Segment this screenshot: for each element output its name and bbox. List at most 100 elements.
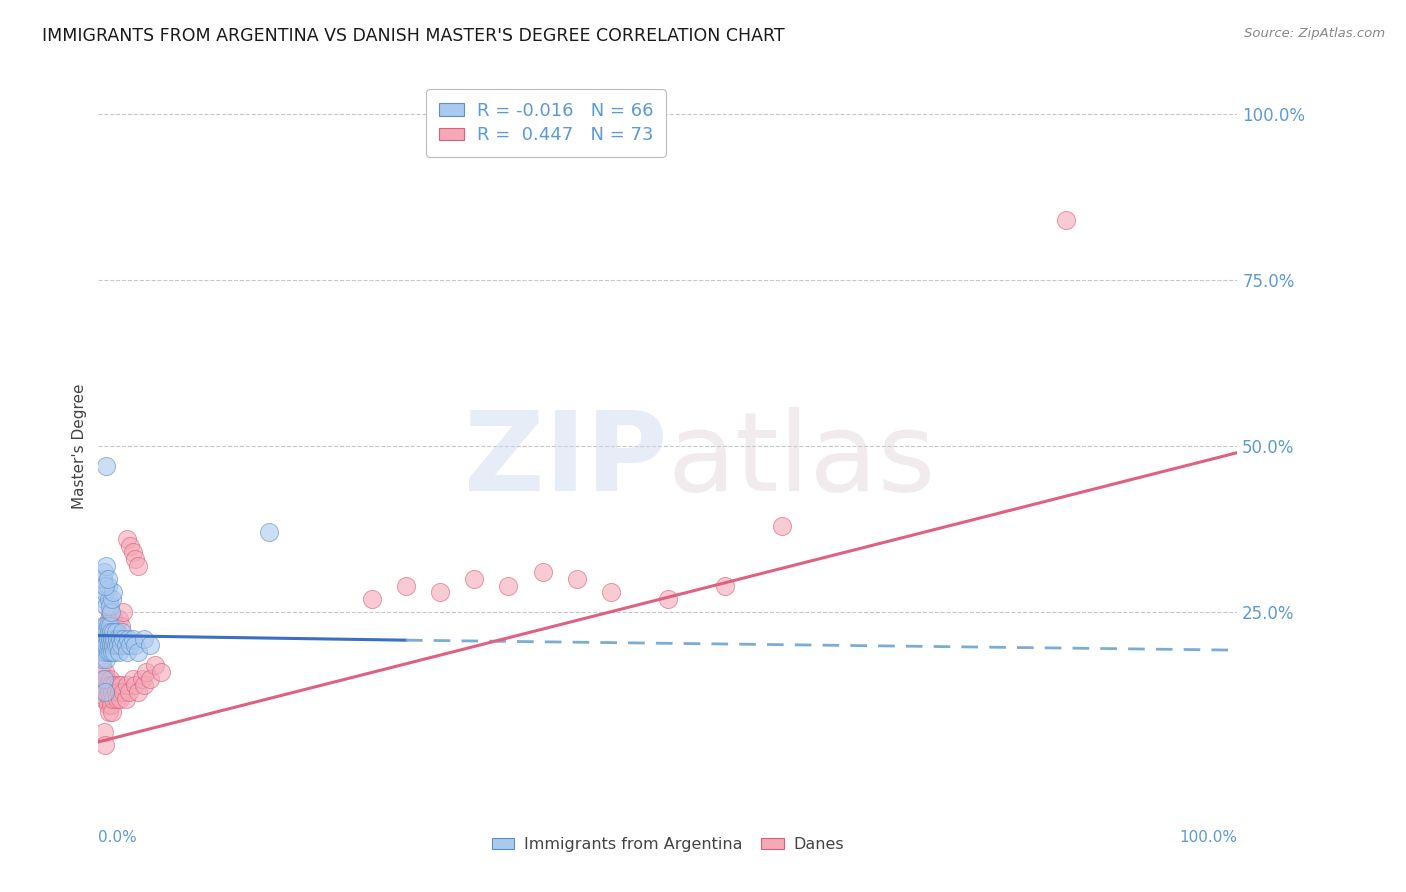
- Point: [96, 618, 118, 632]
- Point: [96, 632, 118, 646]
- Point: [101, 705, 124, 719]
- Point: [100, 678, 122, 692]
- Point: [101, 685, 124, 699]
- Point: [93, 632, 115, 646]
- Point: [108, 612, 131, 626]
- Point: [94, 738, 117, 752]
- Text: IMMIGRANTS FROM ARGENTINA VS DANISH MASTER'S DEGREE CORRELATION CHART: IMMIGRANTS FROM ARGENTINA VS DANISH MAST…: [42, 27, 785, 45]
- Point: [100, 698, 122, 713]
- Point: [98, 618, 121, 632]
- Point: [94, 579, 117, 593]
- Point: [565, 572, 588, 586]
- Text: Source: ZipAtlas.com: Source: ZipAtlas.com: [1244, 27, 1385, 40]
- Point: [103, 678, 125, 692]
- Point: [259, 525, 281, 540]
- Point: [117, 632, 139, 646]
- Point: [93, 725, 115, 739]
- Point: [97, 625, 120, 640]
- Point: [96, 599, 118, 613]
- Point: [107, 678, 129, 692]
- Point: [91, 685, 114, 699]
- Point: [112, 605, 135, 619]
- Point: [96, 639, 118, 653]
- Point: [104, 639, 127, 653]
- Point: [93, 639, 115, 653]
- Point: [115, 645, 138, 659]
- Point: [657, 591, 679, 606]
- Point: [112, 685, 135, 699]
- Point: [124, 639, 146, 653]
- Text: 0.0%: 0.0%: [98, 830, 138, 845]
- Point: [100, 639, 122, 653]
- Point: [100, 605, 122, 619]
- Point: [132, 678, 155, 692]
- Point: [94, 632, 117, 646]
- Point: [429, 585, 451, 599]
- Point: [108, 685, 131, 699]
- Point: [105, 691, 128, 706]
- Point: [120, 639, 142, 653]
- Point: [110, 618, 132, 632]
- Point: [96, 579, 118, 593]
- Point: [94, 665, 117, 679]
- Point: [94, 645, 117, 659]
- Y-axis label: Master's Degree: Master's Degree: [72, 384, 87, 508]
- Point: [98, 691, 121, 706]
- Text: atlas: atlas: [668, 407, 936, 514]
- Point: [124, 552, 146, 566]
- Point: [104, 618, 127, 632]
- Point: [131, 672, 153, 686]
- Point: [121, 632, 143, 646]
- Point: [103, 639, 125, 653]
- Point: [96, 691, 118, 706]
- Point: [91, 645, 114, 659]
- Point: [110, 639, 132, 653]
- Point: [138, 639, 160, 653]
- Point: [91, 672, 114, 686]
- Point: [115, 532, 138, 546]
- Point: [127, 645, 149, 659]
- Point: [98, 632, 121, 646]
- Point: [600, 585, 623, 599]
- Point: [93, 591, 115, 606]
- Point: [96, 458, 118, 473]
- Point: [115, 678, 138, 692]
- Point: [97, 705, 120, 719]
- Point: [105, 625, 128, 640]
- Legend: Immigrants from Argentina, Danes: Immigrants from Argentina, Danes: [485, 830, 851, 859]
- Point: [124, 678, 146, 692]
- Point: [97, 639, 120, 653]
- Point: [93, 672, 115, 686]
- Point: [97, 685, 120, 699]
- Point: [104, 685, 127, 699]
- Point: [121, 672, 143, 686]
- Point: [112, 632, 135, 646]
- Point: [1054, 213, 1078, 227]
- Point: [105, 632, 128, 646]
- Point: [127, 685, 149, 699]
- Point: [103, 625, 125, 640]
- Point: [93, 691, 115, 706]
- Point: [138, 672, 160, 686]
- Point: [714, 579, 737, 593]
- Point: [395, 579, 418, 593]
- Point: [96, 645, 118, 659]
- Point: [96, 558, 118, 573]
- Point: [103, 632, 125, 646]
- Point: [103, 691, 125, 706]
- Point: [103, 645, 125, 659]
- Point: [107, 639, 129, 653]
- Point: [103, 612, 125, 626]
- Point: [108, 632, 131, 646]
- Point: [94, 632, 117, 646]
- Point: [108, 645, 131, 659]
- Point: [94, 618, 117, 632]
- Point: [94, 585, 117, 599]
- Point: [145, 658, 167, 673]
- Point: [463, 572, 485, 586]
- Point: [90, 652, 112, 666]
- Point: [90, 639, 112, 653]
- Text: 100.0%: 100.0%: [1180, 830, 1237, 845]
- Point: [120, 539, 142, 553]
- Point: [114, 691, 136, 706]
